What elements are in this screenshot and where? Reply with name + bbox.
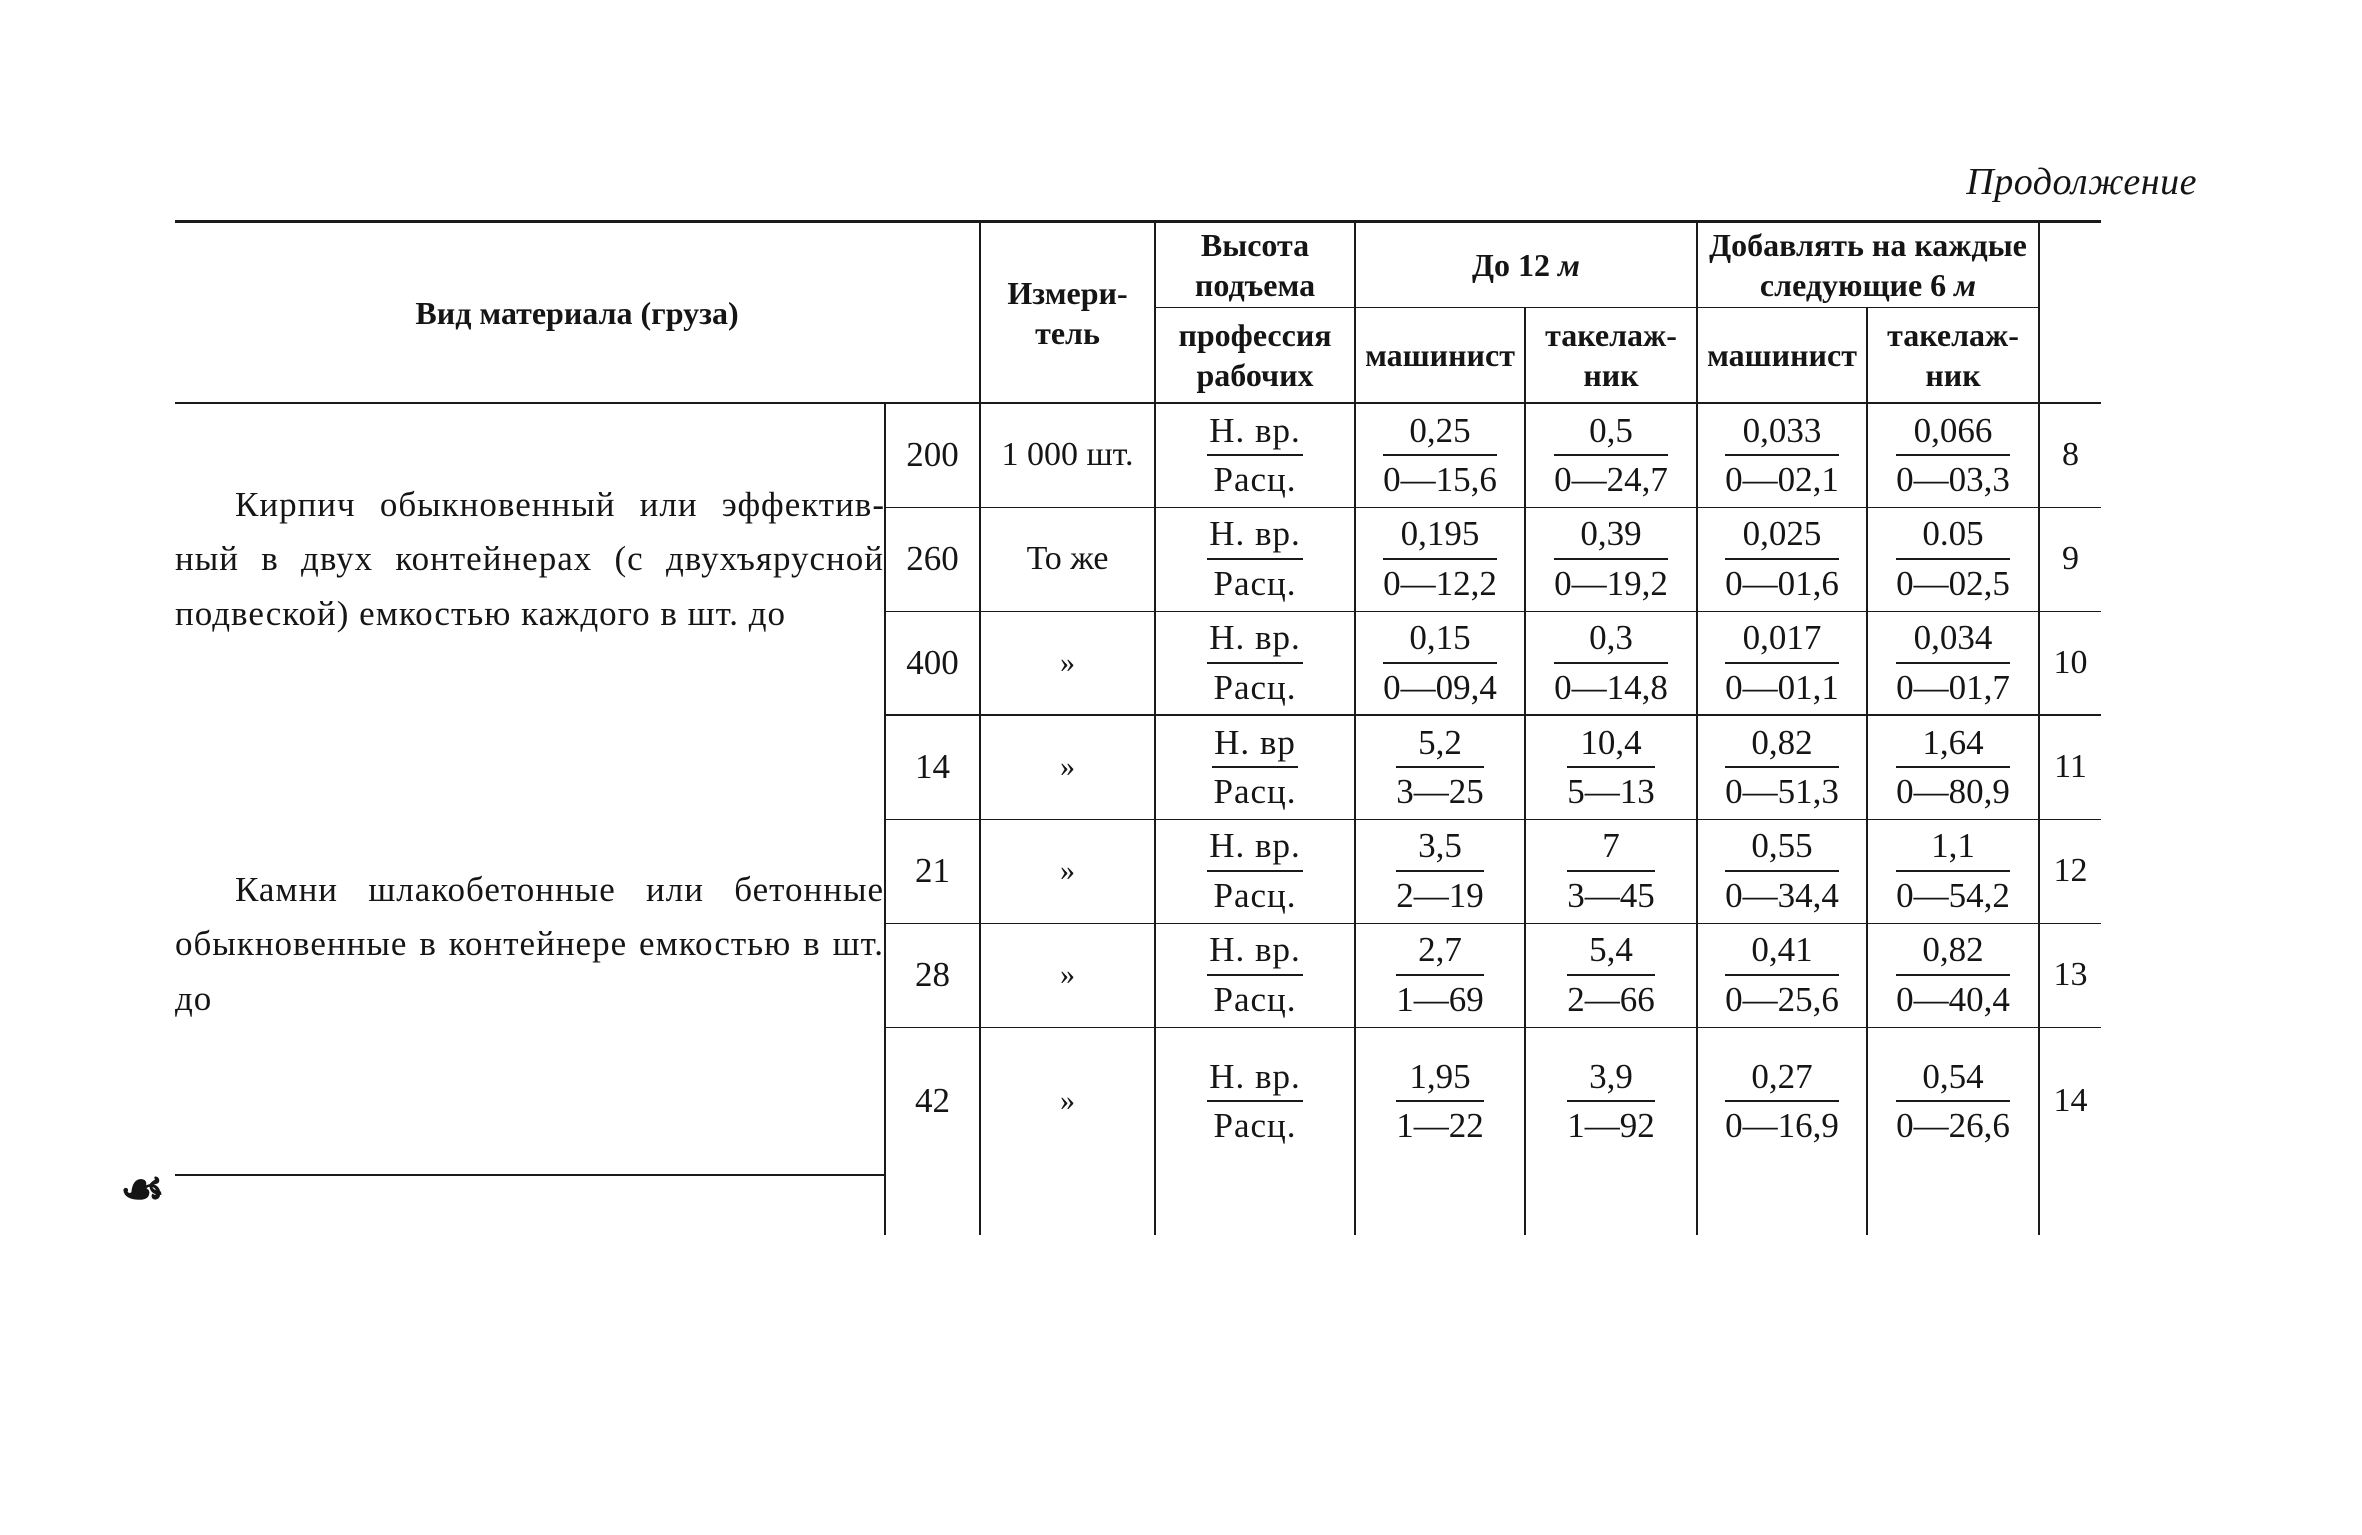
value-cell: 0,1950—12,2 <box>1355 507 1525 611</box>
header-row-1: Вид материала (груза) Измери- тель Высот… <box>175 222 2101 308</box>
value-cell: 3,91—92 <box>1525 1027 1697 1175</box>
norm-label: Н. врРасц. <box>1155 715 1355 819</box>
stack-top: Н. вр. <box>1207 409 1303 457</box>
value-cell: 10,45—13 <box>1525 715 1697 819</box>
value-cell: 3,52—19 <box>1355 819 1525 923</box>
table-row: Камни шлакобетонные или бетонные обыкнов… <box>175 715 2101 819</box>
hdr-addper6: Добавлять на каждыеследующие 6 м <box>1697 222 2039 308</box>
row-number: 9 <box>2039 507 2101 611</box>
hdr-lift-height: Высота подъема <box>1155 222 1355 308</box>
page-marker-icon: ☙ <box>120 1160 165 1218</box>
norms-table: Вид материала (груза) Измери- тель Высот… <box>175 220 2101 1235</box>
value-cell: 0,820—51,3 <box>1697 715 1867 819</box>
measurer: » <box>980 819 1155 923</box>
hdr-rigger-2: такелаж- ник <box>1867 308 2039 404</box>
measurer: 1 000 шт. <box>980 403 1155 507</box>
hdr-material-text: Вид материала (груза) <box>415 295 738 331</box>
value-cell: 0,550—34,4 <box>1697 819 1867 923</box>
value-cell: 5,42—66 <box>1525 923 1697 1027</box>
value-cell: 0,150—09,4 <box>1355 611 1525 715</box>
hdr-measurer: Измери- тель <box>980 222 1155 404</box>
norm-label: Н. вр.Расц. <box>1155 923 1355 1027</box>
value-cell: 73—45 <box>1525 819 1697 923</box>
value-cell: 0,0660—03,3 <box>1867 403 2039 507</box>
hdr-rownum-blank <box>2039 222 2101 404</box>
capacity: 200 <box>885 403 980 507</box>
material-desc: Кирпич обыкновенный или эффектив­ный в д… <box>175 403 885 715</box>
value-cell: 5,23—25 <box>1355 715 1525 819</box>
value-cell: 1,640—80,9 <box>1867 715 2039 819</box>
value-cell: 0,270—16,9 <box>1697 1027 1867 1175</box>
capacity: 28 <box>885 923 980 1027</box>
row-number: 10 <box>2039 611 2101 715</box>
value-cell: 0,540—26,6 <box>1867 1027 2039 1175</box>
measurer: » <box>980 923 1155 1027</box>
material-desc: Камни шлакобетонные или бетонные обыкнов… <box>175 715 885 1175</box>
norm-label: Н. вр.Расц. <box>1155 819 1355 923</box>
norm-label: Н. вр.Расц. <box>1155 403 1355 507</box>
row-number: 12 <box>2039 819 2101 923</box>
hdr-profession: профессия рабочих <box>1155 308 1355 404</box>
capacity: 14 <box>885 715 980 819</box>
value-cell: 0,0340—01,7 <box>1867 611 2039 715</box>
row-number: 14 <box>2039 1027 2101 1175</box>
value-cell: 0,0250—01,6 <box>1697 507 1867 611</box>
value-cell: 1,10—54,2 <box>1867 819 2039 923</box>
capacity: 21 <box>885 819 980 923</box>
value-cell: 0,250—15,6 <box>1355 403 1525 507</box>
row-number: 13 <box>2039 923 2101 1027</box>
capacity: 400 <box>885 611 980 715</box>
capacity: 260 <box>885 507 980 611</box>
hdr-material: Вид материала (груза) <box>175 222 980 404</box>
row-number: 11 <box>2039 715 2101 819</box>
table-tail <box>175 1175 2101 1235</box>
measurer: То же <box>980 507 1155 611</box>
norm-label: Н. вр.Расц. <box>1155 611 1355 715</box>
measurer: » <box>980 611 1155 715</box>
hdr-machinist-1: машинист <box>1355 308 1525 404</box>
hdr-upto12: До 12 м <box>1355 222 1697 308</box>
value-cell: 0,390—19,2 <box>1525 507 1697 611</box>
hdr-rigger-1: такелаж- ник <box>1525 308 1697 404</box>
page: Продолжение Вид материала (груза) Измери… <box>0 0 2362 1535</box>
norm-label: Н. вр.Расц. <box>1155 1027 1355 1175</box>
value-cell: 0,50—24,7 <box>1525 403 1697 507</box>
value-cell: 0,410—25,6 <box>1697 923 1867 1027</box>
value-cell: 0,0330—02,1 <box>1697 403 1867 507</box>
value-cell: 0,30—14,8 <box>1525 611 1697 715</box>
value-cell: 0,0170—01,1 <box>1697 611 1867 715</box>
value-cell: 1,951—22 <box>1355 1027 1525 1175</box>
value-cell: 2,71—69 <box>1355 923 1525 1027</box>
hdr-machinist-2: машинист <box>1697 308 1867 404</box>
value-cell: 0.050—02,5 <box>1867 507 2039 611</box>
norm-label: Н. вр.Расц. <box>1155 507 1355 611</box>
row-number: 8 <box>2039 403 2101 507</box>
measurer: » <box>980 1027 1155 1175</box>
stack-bot: Расц. <box>1207 456 1303 502</box>
value-cell: 0,820—40,4 <box>1867 923 2039 1027</box>
continuation-label: Продолжение <box>1966 160 2197 204</box>
measurer: » <box>980 715 1155 819</box>
table-row: Кирпич обыкновенный или эффектив­ный в д… <box>175 403 2101 507</box>
capacity: 42 <box>885 1027 980 1175</box>
